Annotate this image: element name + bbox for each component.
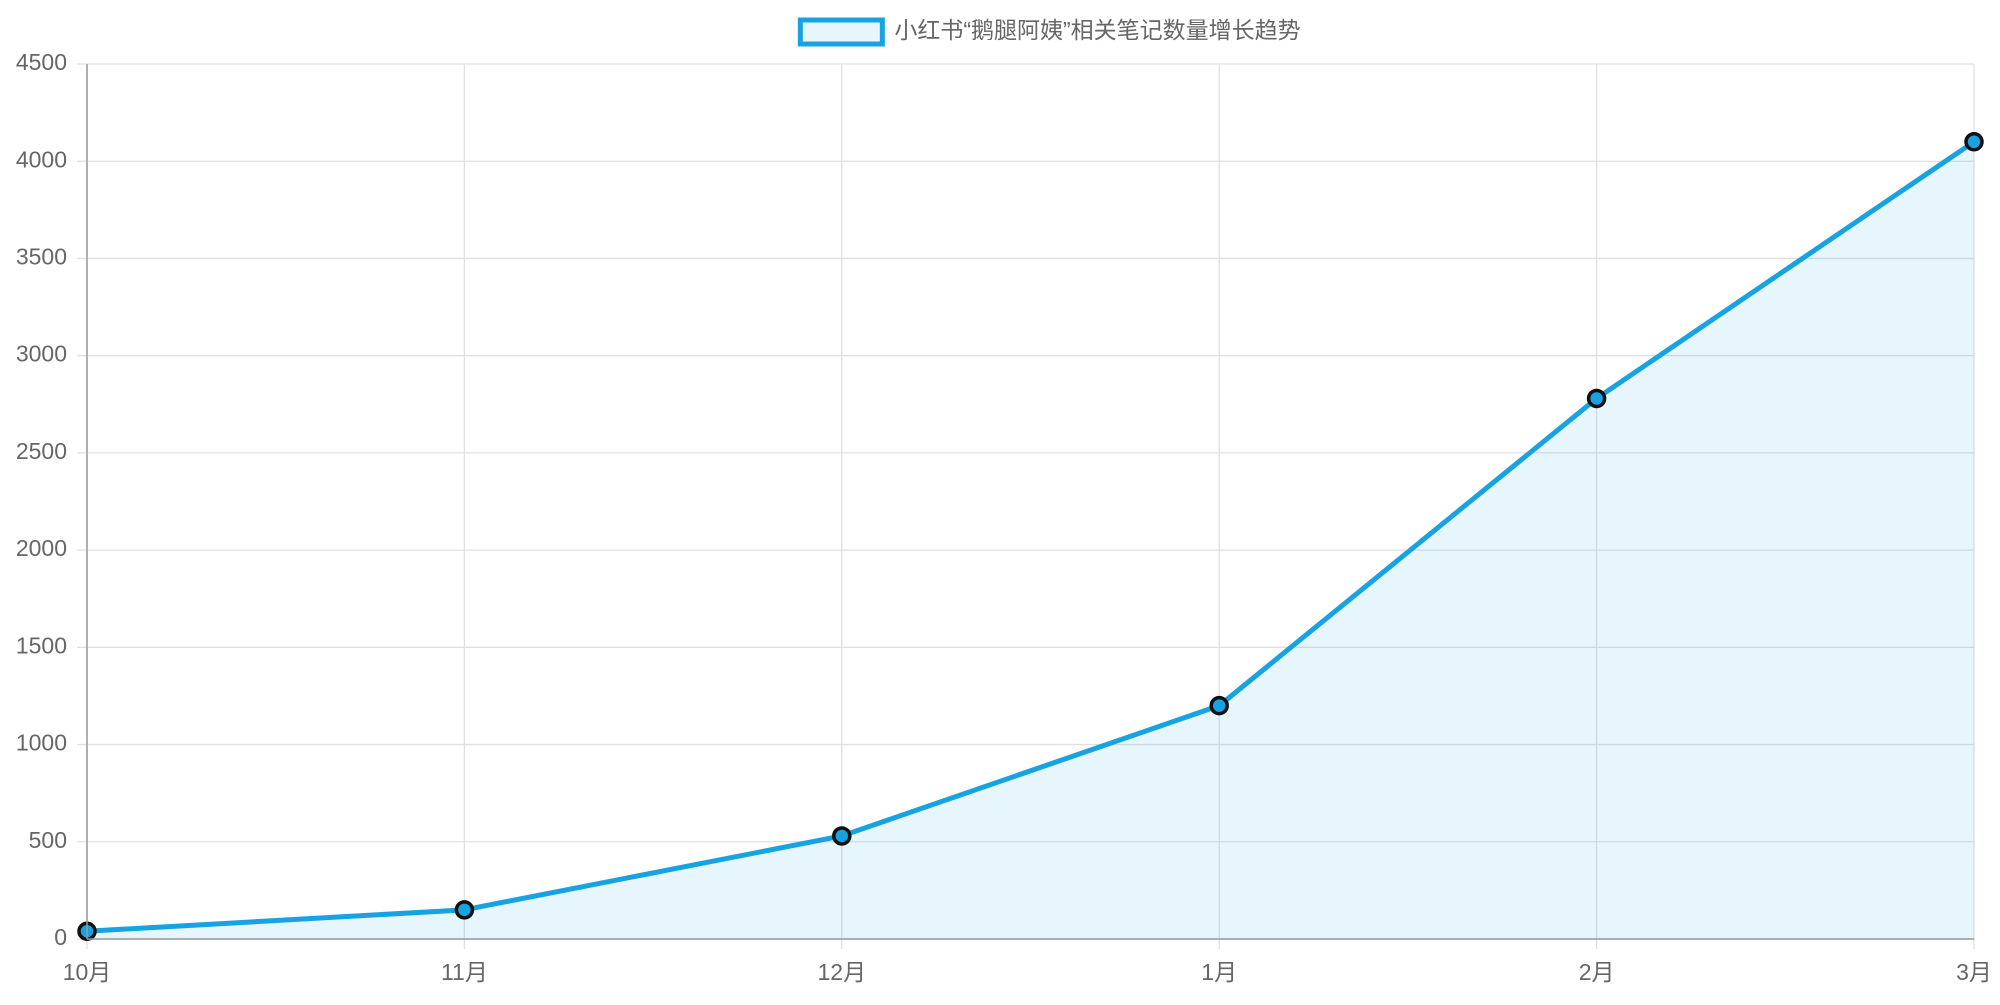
y-tick-label: 4000 bbox=[16, 146, 67, 172]
y-tick-label: 3500 bbox=[16, 244, 67, 270]
x-tick-label: 2月 bbox=[1579, 959, 1615, 985]
point bbox=[1586, 388, 1607, 409]
y-tick-label: 2000 bbox=[16, 535, 67, 561]
x-tick-label: 10月 bbox=[63, 959, 112, 985]
legend-swatch bbox=[797, 17, 885, 47]
y-tick-label: 1000 bbox=[16, 730, 67, 756]
y-tick-label: 0 bbox=[54, 924, 67, 950]
line bbox=[86, 139, 1976, 934]
point bbox=[454, 900, 475, 920]
y-tick-label: 500 bbox=[29, 827, 67, 853]
x-tick-label: 12月 bbox=[818, 959, 867, 985]
legend-label: 小红书“鹅腿阿姨”相关笔记数量增长趋势 bbox=[894, 17, 1300, 43]
y-tick-label: 2500 bbox=[16, 438, 67, 464]
legend-item: 小红书“鹅腿阿姨”相关笔记数量增长趋势 bbox=[797, 17, 1301, 47]
point bbox=[1964, 132, 1984, 152]
y-tick-label: 4500 bbox=[16, 49, 67, 75]
area bbox=[87, 141, 1974, 939]
y-tick-label: 3000 bbox=[16, 341, 67, 367]
plot bbox=[77, 132, 1984, 941]
point bbox=[1209, 695, 1229, 716]
y-tick-label: 1500 bbox=[16, 632, 67, 658]
x-tick-label: 11月 bbox=[441, 959, 488, 985]
x-tick-label: 1月 bbox=[1201, 959, 1237, 985]
x-tick-label: 3月 bbox=[1956, 959, 1992, 985]
point bbox=[832, 826, 852, 846]
